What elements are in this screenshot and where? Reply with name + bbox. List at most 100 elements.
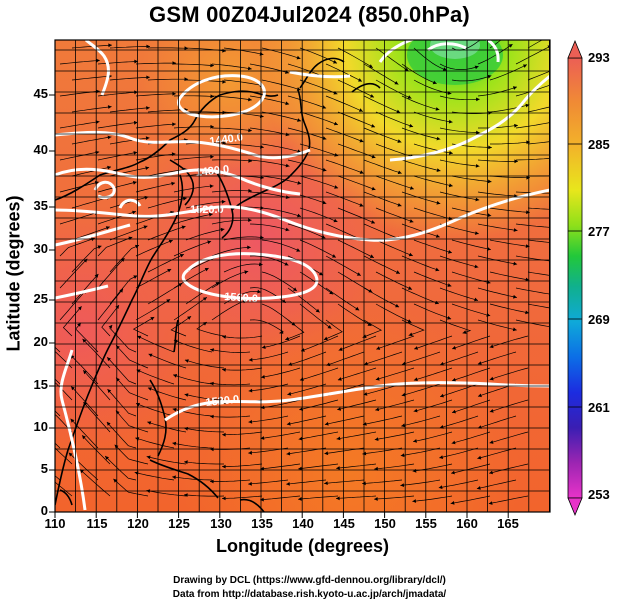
y-tick-label: 10 [33,419,48,434]
streamline-arrowhead [552,120,556,124]
streamline [249,159,290,167]
streamline [489,104,530,113]
streamline-arrowhead [107,105,112,109]
streamline [363,255,401,274]
height-contours [55,40,550,511]
streamline [375,175,414,190]
streamline-arrowhead [319,271,323,276]
streamline-arrowhead [359,203,364,207]
streamline-arrowhead [286,482,290,486]
y-tick-label: 45 [33,86,48,101]
streamline-arrowhead [298,466,302,471]
streamline-arrowhead [526,140,530,145]
streamline-arrowhead [210,63,214,68]
streamline [477,319,517,331]
streamline-arrowhead [356,272,361,276]
streamline [285,319,305,341]
streamline [363,191,402,207]
streamline [211,63,252,70]
streamline [451,431,491,444]
streamline-arrowhead [260,436,265,440]
streamline-arrowhead [260,497,264,502]
streamline-arrowhead [80,469,84,474]
streamline [147,78,188,81]
streamline-arrowhead [363,392,368,396]
streamline-arrowhead [489,344,494,349]
streamline-arrowhead [71,386,75,391]
streamline-arrowhead [436,168,441,172]
streamline [223,290,262,305]
streamline [489,335,529,348]
streamline-arrowhead [550,83,554,87]
streamline [210,415,251,418]
streamline [489,207,530,213]
streamline-arrowhead [171,181,175,186]
streamline [211,190,252,193]
streamline-arrowhead [96,89,100,94]
streamline [97,257,125,289]
streamline [196,321,225,337]
streamline-arrowhead [451,470,455,475]
streamline [68,452,99,481]
streamline [287,287,320,313]
streamline [147,197,187,209]
streamline-arrowhead [489,470,493,475]
streamline [135,182,176,193]
streamline-arrowhead [552,325,556,329]
streamline [71,273,99,305]
streamline-arrowhead [285,227,290,232]
streamline-arrowhead [210,348,215,352]
streamline-arrowhead [336,436,341,441]
streamline [515,122,550,129]
streamline [210,349,251,353]
streamline-arrowhead [333,218,338,223]
streamline-arrowhead [210,414,214,419]
streamline-arrowhead [82,338,87,343]
streamline-arrowhead [248,128,252,133]
streamline [414,335,453,350]
streamline-arrowhead [438,485,443,490]
streamline [174,63,215,67]
streamline [413,303,452,320]
streamline-arrowhead [336,496,340,501]
streamline-arrowhead [322,136,327,140]
streamline [249,191,290,199]
streamline-arrowhead [222,110,226,115]
streamline [75,322,99,353]
streamline [337,47,373,68]
streamline-arrowhead [77,322,81,327]
streamline [515,319,550,328]
streamline-arrowhead [564,138,568,142]
streamline-arrowhead [513,228,518,232]
streamline-arrowhead [222,432,226,437]
y-tick-label: 30 [33,241,48,256]
streamline-arrowhead [286,451,291,456]
streamline-arrowhead [448,216,453,221]
streamline [249,223,290,231]
streamline [363,223,402,240]
streamline-arrowhead [487,179,492,184]
streamline [527,141,550,145]
streamline [299,303,332,329]
streamline [413,47,447,71]
streamline [97,122,138,129]
y-tick-label: 5 [40,461,48,476]
streamline-arrowhead [44,372,48,376]
streamline [71,245,102,273]
streamline-arrowhead [525,277,530,282]
streamline [527,303,550,309]
streamline [146,456,187,465]
x-tick-label: 135 [251,516,273,531]
streamline-arrowhead [96,58,100,63]
streamline [59,258,88,289]
streamline-arrowhead [483,34,487,38]
streamline-arrowhead [337,377,342,381]
streamline-arrowhead [489,409,494,413]
streamline-arrowhead [296,248,301,252]
streamline [477,159,519,162]
streamline [107,388,137,417]
streamline-arrowhead [564,308,568,312]
streamline-arrowhead [462,330,467,334]
streamline-arrowhead [355,306,360,311]
streamline-arrowhead [77,306,82,311]
